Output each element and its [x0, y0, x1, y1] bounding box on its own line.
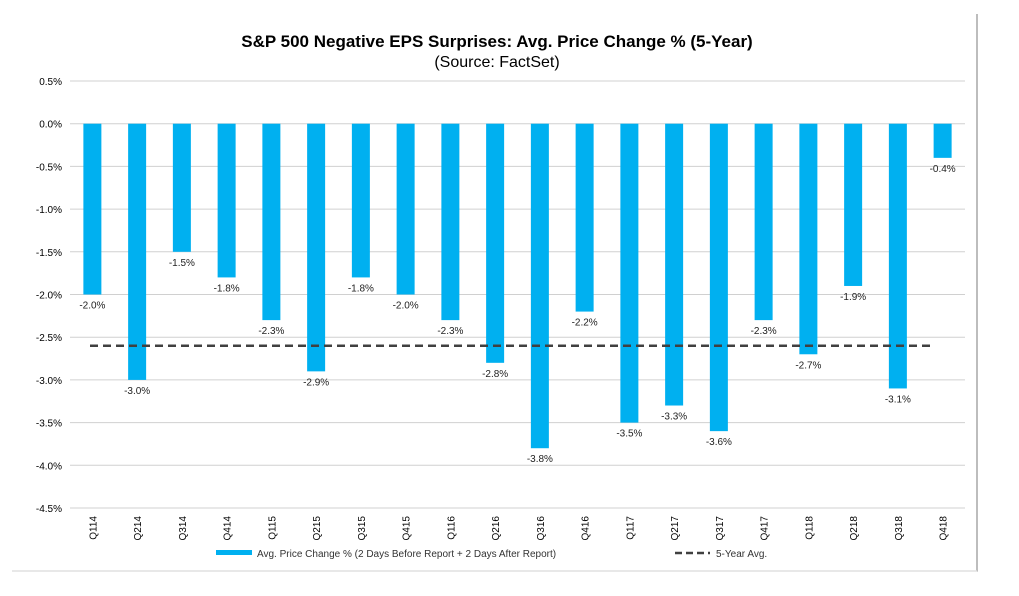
- bar: [441, 123, 460, 321]
- x-tick-label: Q114: [88, 516, 99, 540]
- bar: [933, 123, 952, 158]
- bar: [530, 123, 549, 449]
- chart-title: S&P 500 Negative EPS Surprises: Avg. Pri…: [241, 32, 752, 51]
- y-tick-label: -0.5%: [36, 162, 62, 173]
- x-tick-label: Q416: [581, 516, 592, 541]
- x-tick-label: Q418: [939, 516, 950, 541]
- bar: [217, 123, 236, 278]
- bar: [888, 123, 907, 389]
- bar: [262, 123, 281, 321]
- y-tick-label: -4.5%: [36, 504, 62, 515]
- data-label: -2.0%: [393, 301, 419, 312]
- legend-bar-swatch: [216, 550, 252, 555]
- data-label: -1.8%: [348, 283, 374, 294]
- x-tick-label: Q216: [491, 516, 502, 541]
- data-label: -2.3%: [437, 326, 463, 337]
- chart-frame: [12, 14, 978, 572]
- x-tick-label: Q215: [312, 516, 323, 541]
- x-tick-label: Q116: [446, 516, 457, 540]
- bar: [620, 123, 639, 423]
- data-label: -2.9%: [303, 377, 329, 388]
- data-label: -0.4%: [930, 164, 956, 175]
- data-label: -3.1%: [885, 394, 911, 405]
- chart-subtitle: (Source: FactSet): [434, 54, 559, 71]
- data-label: -1.8%: [214, 283, 240, 294]
- data-label: -2.8%: [482, 369, 508, 380]
- x-tick-label: Q214: [133, 516, 144, 541]
- bar: [665, 123, 684, 406]
- y-tick-label: -2.5%: [36, 333, 62, 344]
- bar: [799, 123, 818, 355]
- bar: [486, 123, 505, 363]
- x-tick-label: Q314: [178, 516, 189, 541]
- bar: [575, 123, 594, 312]
- bar: [128, 123, 147, 380]
- data-label: -1.9%: [840, 292, 866, 303]
- data-label: -2.0%: [79, 301, 105, 312]
- x-tick-label: Q218: [849, 516, 860, 541]
- y-tick-label: -1.5%: [36, 248, 62, 259]
- data-label: -2.3%: [751, 326, 777, 337]
- bar: [351, 123, 370, 278]
- y-tick-label: -2.0%: [36, 291, 62, 302]
- data-label: -3.3%: [661, 412, 687, 423]
- data-label: -2.2%: [572, 318, 598, 329]
- x-tick-label: Q316: [536, 516, 547, 541]
- legend-bar-label: Avg. Price Change % (2 Days Before Repor…: [257, 549, 556, 560]
- y-tick-label: -3.5%: [36, 419, 62, 430]
- x-tick-label: Q115: [267, 516, 278, 540]
- data-label: -2.7%: [795, 360, 821, 371]
- x-tick-label: Q417: [760, 516, 771, 541]
- y-tick-label: -4.0%: [36, 461, 62, 472]
- bar: [709, 123, 728, 432]
- bar: [844, 123, 863, 286]
- x-tick-label: Q415: [402, 516, 413, 541]
- y-tick-label: 0.5%: [39, 77, 62, 88]
- data-label: -3.0%: [124, 386, 150, 397]
- x-tick-label: Q118: [804, 516, 815, 540]
- x-tick-label: Q317: [715, 516, 726, 541]
- data-label: -1.5%: [169, 258, 195, 269]
- data-label: -3.5%: [616, 429, 642, 440]
- x-tick-label: Q318: [894, 516, 905, 541]
- bar: [172, 123, 191, 252]
- bar: [754, 123, 773, 321]
- x-tick-label: Q315: [357, 516, 368, 541]
- y-tick-label: -1.0%: [36, 205, 62, 216]
- bar: [83, 123, 102, 295]
- x-tick-label: Q217: [670, 516, 681, 541]
- data-label: -3.8%: [527, 454, 553, 465]
- data-label: -2.3%: [258, 326, 284, 337]
- y-tick-label: -3.0%: [36, 376, 62, 387]
- y-tick-label: 0.0%: [39, 120, 62, 131]
- x-tick-label: Q117: [625, 516, 636, 540]
- bar: [307, 123, 326, 372]
- data-label: -3.6%: [706, 437, 732, 448]
- legend-avg-label: 5-Year Avg.: [716, 549, 767, 560]
- bar: [396, 123, 415, 295]
- x-tick-label: Q414: [223, 516, 234, 541]
